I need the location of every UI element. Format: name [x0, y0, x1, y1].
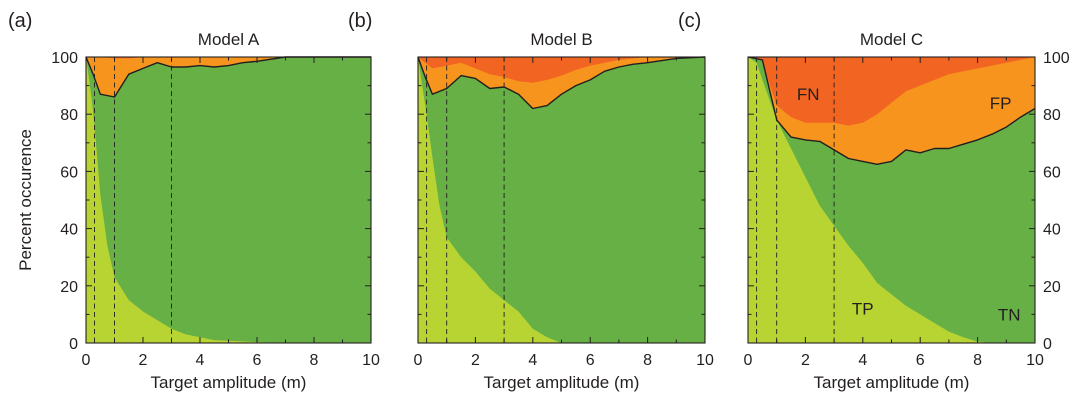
y-tick-label: 20 [60, 279, 78, 296]
x-tick-label: 10 [696, 352, 714, 369]
x-tick-label: 2 [801, 352, 810, 369]
x-axis-label: Target amplitude (m) [484, 373, 640, 392]
panel-title: Model C [860, 30, 923, 49]
y-tick-label: 40 [60, 222, 78, 239]
x-tick-label: 0 [414, 352, 423, 369]
x-tick-label: 6 [586, 352, 595, 369]
x-tick-label: 6 [916, 352, 925, 369]
x-tick-label: 2 [471, 352, 480, 369]
panel-title: Model A [198, 30, 260, 49]
y-tick-label: 40 [1043, 222, 1061, 239]
x-tick-label: 0 [82, 352, 91, 369]
y-tick-label: 0 [69, 336, 78, 353]
x-tick-label: 6 [253, 352, 262, 369]
y-tick-label: 80 [60, 107, 78, 124]
y-tick-label: 100 [51, 50, 78, 67]
y-axis-label: Percent occurence [16, 129, 35, 271]
panel-label: (c) [678, 10, 701, 32]
y-tick-label: 80 [1043, 107, 1061, 124]
annotation-label: TP [852, 300, 874, 319]
x-tick-label: 10 [1026, 352, 1044, 369]
y-tick-label: 60 [60, 164, 78, 181]
annotation-label: TN [998, 305, 1021, 324]
x-tick-label: 8 [973, 352, 982, 369]
x-tick-label: 8 [310, 352, 319, 369]
panel-title: Model B [530, 30, 592, 49]
x-axis-label: Target amplitude (m) [814, 373, 970, 392]
annotation-label: FP [990, 94, 1012, 113]
x-tick-label: 0 [744, 352, 753, 369]
x-tick-label: 4 [858, 352, 867, 369]
x-tick-label: 4 [528, 352, 537, 369]
y-tick-label: 100 [1043, 50, 1070, 67]
x-tick-label: 4 [196, 352, 205, 369]
panel-label: (a) [8, 10, 32, 32]
x-tick-label: 2 [139, 352, 148, 369]
x-tick-label: 10 [362, 352, 380, 369]
chart-panel-b: 0 2 4 6 8 10 Model B (b) Target amplitude (m) [348, 10, 714, 392]
x-axis-label: Target amplitude (m) [151, 373, 307, 392]
x-tick-label: 8 [643, 352, 652, 369]
y-tick-label: 60 [1043, 164, 1061, 181]
y-tick-label: 0 [1043, 336, 1052, 353]
panel-label: (b) [348, 10, 372, 32]
annotation-label: FN [797, 85, 820, 104]
y-tick-label: 20 [1043, 279, 1061, 296]
